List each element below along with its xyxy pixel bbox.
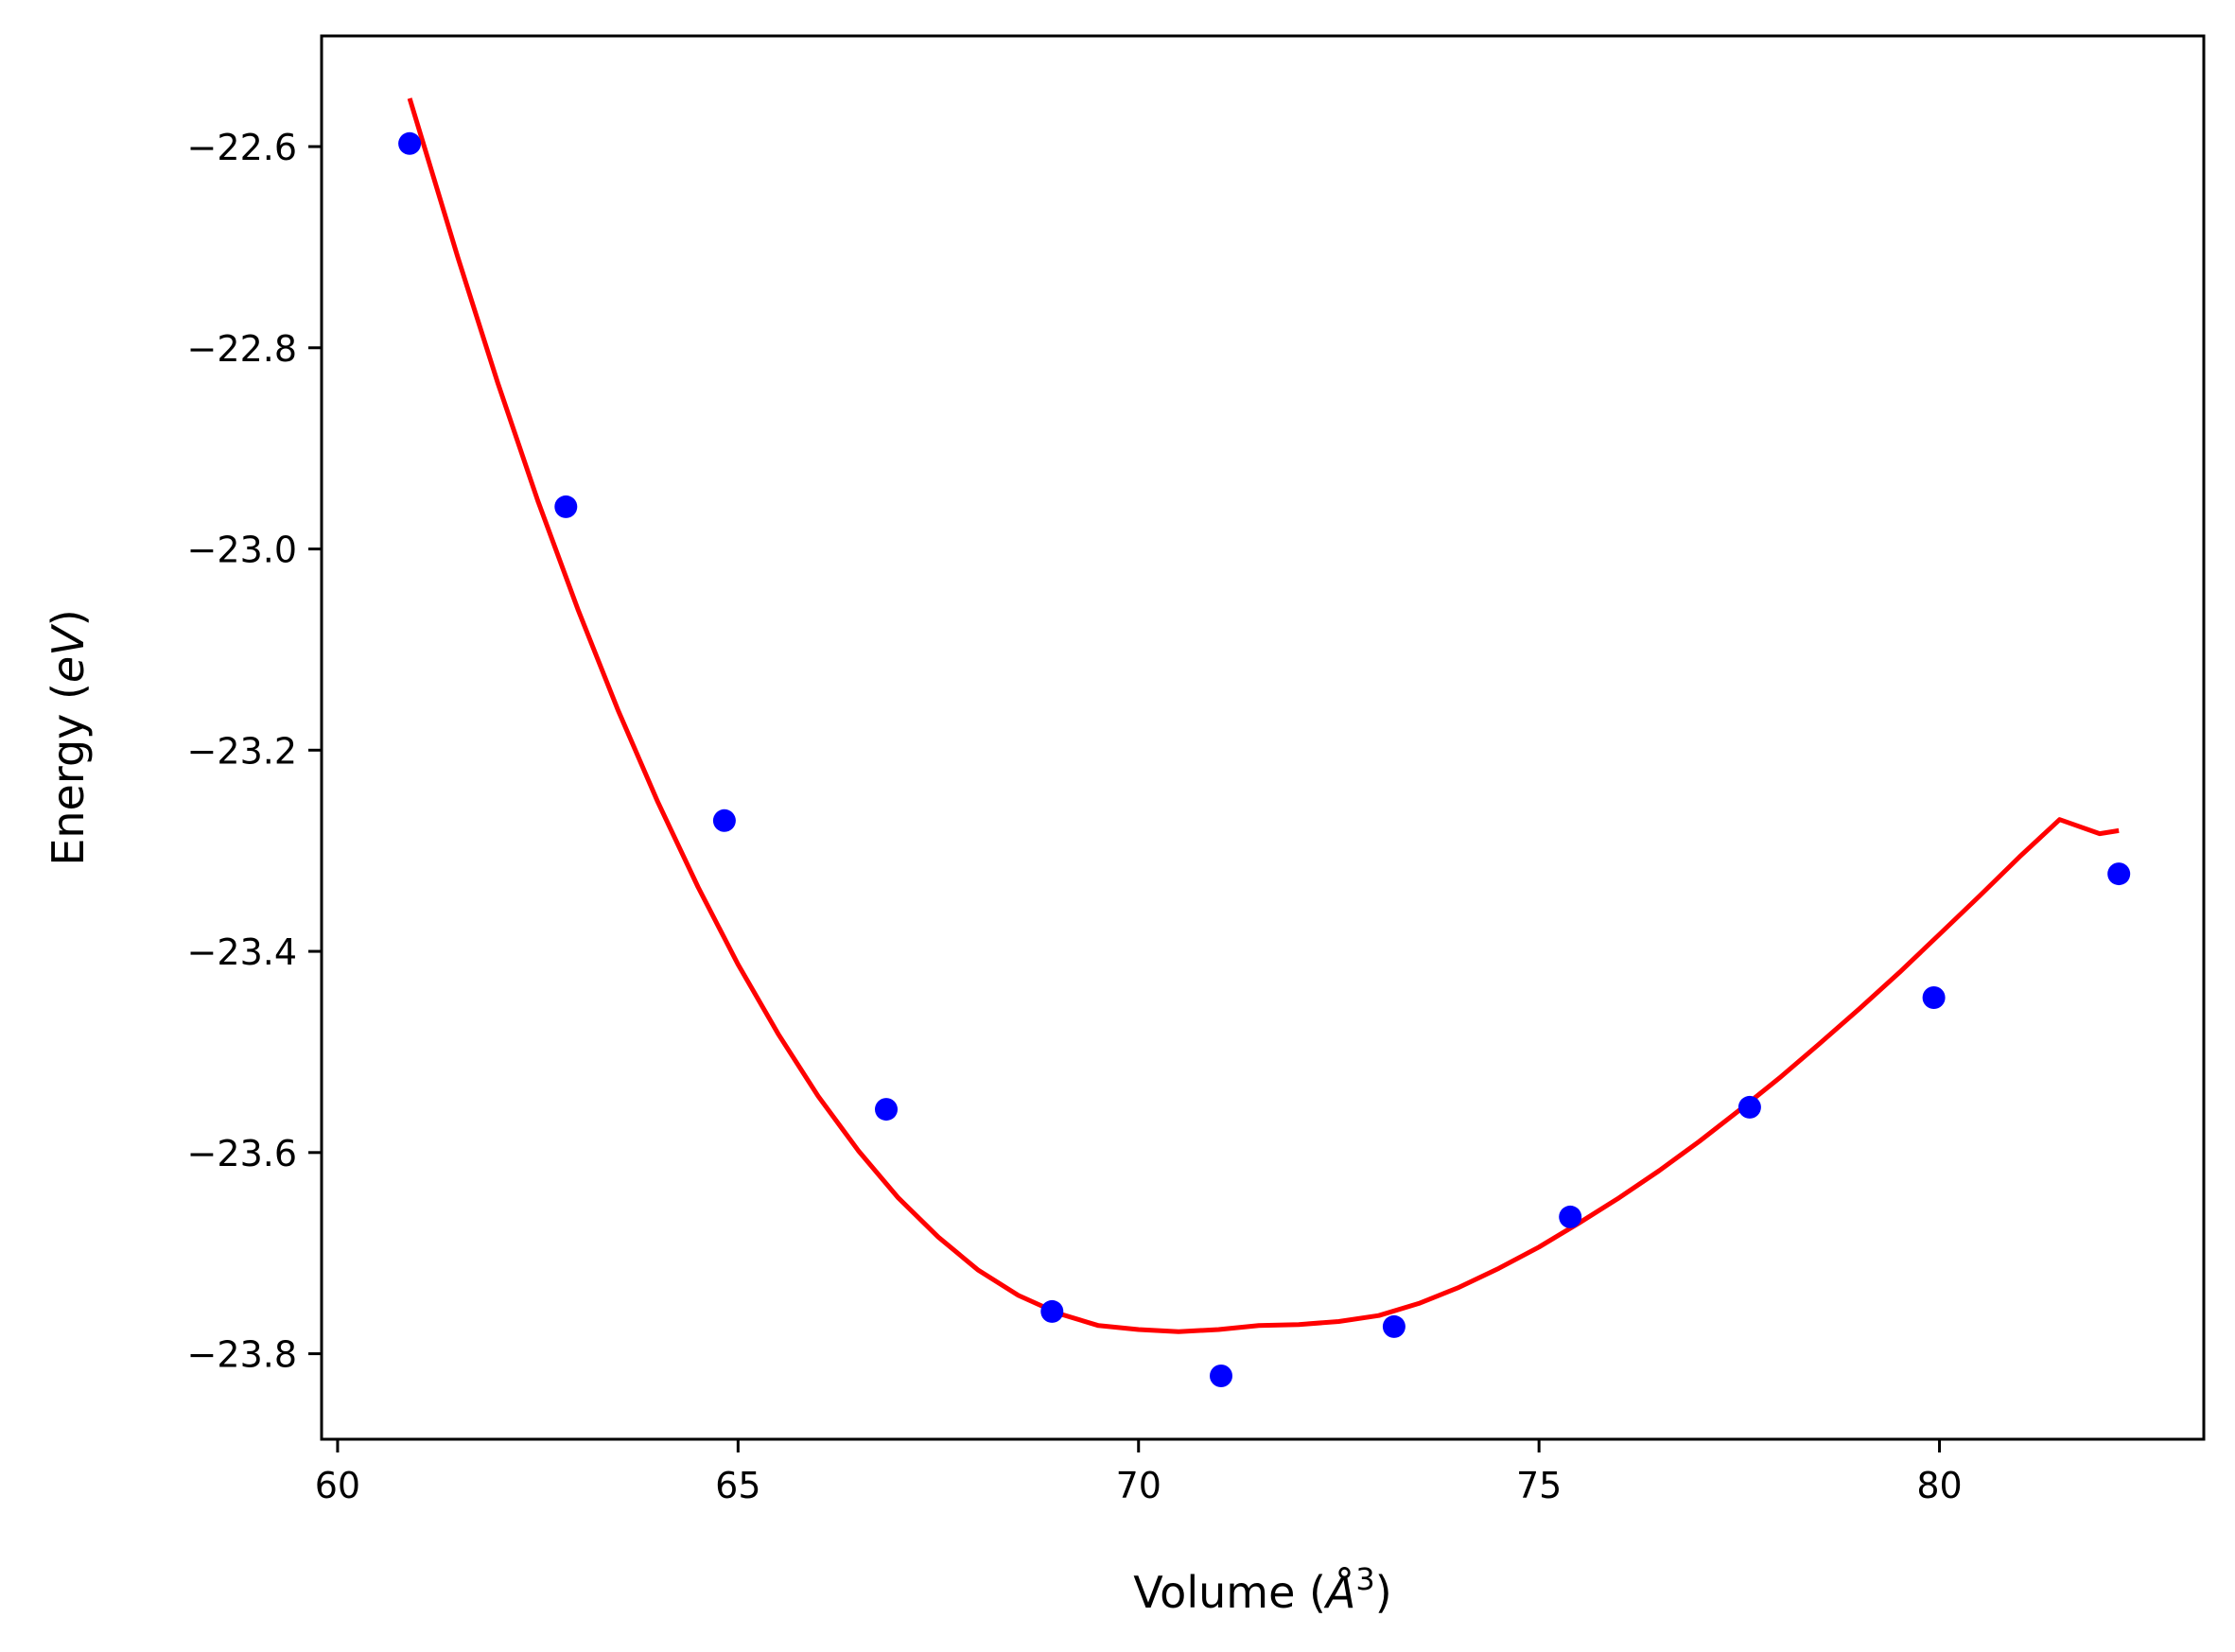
x-axis: 60 65 70 75 80 xyxy=(315,1439,1963,1506)
y-tick-label: −23.8 xyxy=(187,1334,297,1376)
x-axis-label: Volume (Å3) xyxy=(1133,1561,1391,1618)
x-axis-label-unit: Å xyxy=(1323,1567,1355,1618)
data-point xyxy=(1922,986,1946,1009)
x-tick-label: 75 xyxy=(1516,1465,1562,1506)
y-axis-label-unit: eV xyxy=(43,623,94,683)
data-point xyxy=(554,495,578,518)
y-axis: −22.6 −22.8 −23.0 −23.2 −23.4 −23.6 −23.8 xyxy=(187,127,322,1376)
data-point xyxy=(2107,862,2131,886)
x-tick-label: 70 xyxy=(1116,1465,1161,1506)
plot-marks xyxy=(398,97,2131,1387)
plot-frame xyxy=(320,34,2206,1441)
x-tick-label: 80 xyxy=(1916,1465,1962,1506)
y-tick-label: −23.4 xyxy=(187,931,297,973)
data-point xyxy=(1559,1205,1582,1228)
x-axis-label-main: Volume ( xyxy=(1133,1567,1326,1618)
y-tick-label: −23.2 xyxy=(187,730,297,772)
y-axis-label-main: Energy ( xyxy=(43,683,94,866)
x-tick-label: 65 xyxy=(715,1465,760,1506)
data-point xyxy=(398,131,422,155)
data-point xyxy=(875,1098,898,1122)
fit-curve-line xyxy=(407,97,2120,1334)
y-tick-label: −23.0 xyxy=(187,530,297,571)
data-point xyxy=(1210,1365,1232,1387)
y-tick-label: −23.6 xyxy=(187,1133,297,1174)
y-tick-label: −22.8 xyxy=(187,328,297,370)
x-tick-label: 60 xyxy=(315,1465,360,1506)
y-axis-label: Energy (eV) xyxy=(43,609,94,865)
data-point xyxy=(1382,1314,1406,1338)
data-point xyxy=(1737,1095,1761,1119)
y-tick-label: −22.6 xyxy=(187,127,297,168)
data-point xyxy=(1040,1299,1064,1323)
y-axis-label-close: ) xyxy=(43,609,94,626)
data-point xyxy=(712,809,736,832)
x-axis-label-exponent: 3 xyxy=(1355,1561,1374,1597)
x-axis-label-close: ) xyxy=(1375,1567,1392,1618)
